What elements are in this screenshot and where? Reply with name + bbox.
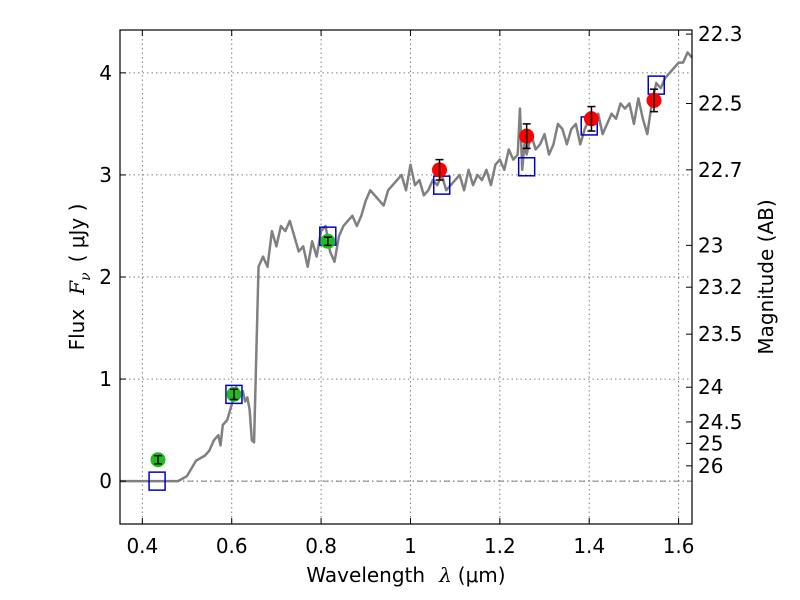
y2-tick-label: 22.3 (698, 22, 743, 46)
x-tick-label: 1.2 (484, 534, 516, 558)
ticks: 0.4 0.6 0.8 1 1.2 1.4 1.60123422.322.522.72323… (99, 22, 742, 558)
y-tick-label: 0 (99, 469, 112, 493)
y2-tick-label: 22.5 (698, 91, 743, 115)
y2-tick-label: 23.5 (698, 322, 743, 346)
y-axis-label: FluxFν( μJy ) (65, 204, 94, 351)
y2-tick-label: 24.5 (698, 410, 743, 434)
spectrum-line (120, 51, 693, 483)
model-photometry-square (225, 384, 243, 405)
x-tick-label: 1.6 (663, 534, 695, 558)
x-tick-label: 1 (404, 534, 417, 558)
y2-axis-label: Magnitude (AB) (754, 199, 778, 354)
plot-area (120, 51, 693, 491)
x-tick-label: 0.6 (216, 534, 248, 558)
y2-tick-label: 23 (698, 233, 723, 257)
y2-tick-label: 23.2 (698, 275, 743, 299)
y-tick-label: 4 (99, 61, 112, 85)
model-photometry-square (517, 157, 536, 177)
y-tick-label: 2 (99, 265, 112, 289)
y2-tick-label: 26 (698, 454, 723, 478)
x-tick-label: 1.4 (573, 534, 605, 558)
y2-tick-label: 24 (698, 375, 723, 399)
x-tick-label: 0.4 (126, 534, 158, 558)
y2-tick-label: 25 (698, 431, 723, 455)
x-axis-label: Wavelength λ (μm) (306, 563, 505, 587)
x-tick-label: 0.8 (305, 534, 337, 558)
model-photometry-square (148, 471, 166, 491)
y2-tick-label: 22.7 (698, 158, 743, 182)
y-tick-label: 1 (99, 367, 112, 391)
y-tick-label: 3 (99, 163, 112, 187)
